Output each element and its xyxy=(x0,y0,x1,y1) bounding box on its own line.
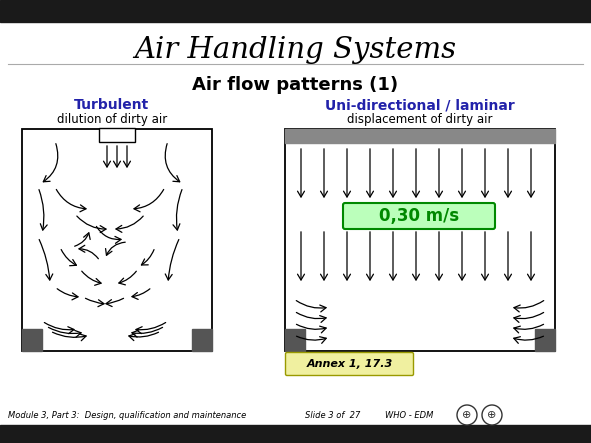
Bar xyxy=(285,129,555,351)
Text: Air Handling Systems: Air Handling Systems xyxy=(134,36,456,64)
Bar xyxy=(22,329,42,351)
Text: Uni-directional / laminar: Uni-directional / laminar xyxy=(325,98,515,112)
FancyBboxPatch shape xyxy=(343,203,495,229)
Circle shape xyxy=(482,405,502,425)
Text: Turbulent: Turbulent xyxy=(74,98,150,112)
Text: 0,30 m/s: 0,30 m/s xyxy=(379,207,459,225)
Bar xyxy=(22,129,212,351)
Text: Slide 3 of  27: Slide 3 of 27 xyxy=(305,411,361,420)
Bar xyxy=(285,129,555,143)
Text: ⊕: ⊕ xyxy=(462,410,472,420)
Text: Module 3, Part 3:  Design, qualification and maintenance: Module 3, Part 3: Design, qualification … xyxy=(8,411,246,420)
Text: Air flow patterns (1): Air flow patterns (1) xyxy=(192,76,398,94)
Text: Annex 1, 17.3: Annex 1, 17.3 xyxy=(307,359,393,369)
Bar xyxy=(192,329,212,351)
Text: displacement of dirty air: displacement of dirty air xyxy=(348,113,493,125)
Bar xyxy=(0,425,591,443)
Circle shape xyxy=(457,405,477,425)
Text: dilution of dirty air: dilution of dirty air xyxy=(57,113,167,125)
Bar xyxy=(535,329,555,351)
Text: ⊕: ⊕ xyxy=(488,410,496,420)
FancyBboxPatch shape xyxy=(285,353,414,376)
Bar xyxy=(285,329,305,351)
Bar xyxy=(0,0,591,22)
Text: WHO - EDM: WHO - EDM xyxy=(385,411,433,420)
Bar xyxy=(99,128,135,142)
